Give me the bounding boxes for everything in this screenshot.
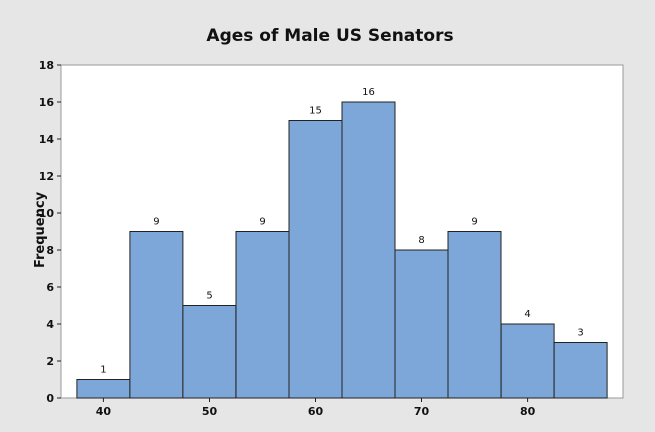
y-tick-label: 4 xyxy=(46,318,54,331)
y-tick-label: 12 xyxy=(39,170,54,183)
bar-data-label: 8 xyxy=(418,235,424,246)
bar-data-label: 9 xyxy=(471,217,477,228)
histogram-bar xyxy=(341,101,396,399)
y-tick-label: 18 xyxy=(39,59,54,72)
histogram-bar xyxy=(235,231,290,399)
bar-data-label: 15 xyxy=(309,106,322,117)
y-tick-label: 6 xyxy=(46,281,54,294)
x-tick-label: 50 xyxy=(202,405,218,418)
bar-data-label: 3 xyxy=(577,328,583,339)
histogram-bar xyxy=(76,379,131,399)
y-tick-label: 16 xyxy=(39,96,55,109)
histogram-bar xyxy=(500,323,555,399)
histogram-bar xyxy=(288,120,343,399)
histogram-bar xyxy=(129,231,184,399)
bars-group xyxy=(76,101,608,399)
y-axis: 0 2 4 6 8 10 12 14 16 18 xyxy=(39,59,61,405)
data-labels-group: 1 9 5 9 15 16 8 9 4 3 xyxy=(100,87,584,376)
bar-data-label: 16 xyxy=(362,87,375,98)
y-axis-label: Frequency xyxy=(33,191,48,268)
x-tick-label: 60 xyxy=(308,405,324,418)
bar-data-label: 1 xyxy=(100,365,106,376)
bar-data-label: 5 xyxy=(206,291,212,302)
y-tick-label: 14 xyxy=(39,133,55,146)
y-tick-label: 10 xyxy=(39,207,55,220)
y-tick-label: 2 xyxy=(46,355,54,368)
x-tick-label: 40 xyxy=(96,405,112,418)
x-tick-label: 80 xyxy=(520,405,536,418)
histogram-bar xyxy=(553,342,608,399)
histogram-bar xyxy=(447,231,502,399)
bar-data-label: 4 xyxy=(524,309,530,320)
histogram-bar xyxy=(182,305,237,399)
bar-data-label: 9 xyxy=(153,217,159,228)
x-axis: 40 50 60 70 80 xyxy=(96,398,536,418)
histogram-bar xyxy=(394,249,449,399)
y-tick-label: 8 xyxy=(46,244,54,257)
x-tick-label: 70 xyxy=(414,405,430,418)
y-tick-label: 0 xyxy=(46,392,54,405)
chart-title: Ages of Male US Senators xyxy=(206,26,453,46)
bar-data-label: 9 xyxy=(259,217,265,228)
